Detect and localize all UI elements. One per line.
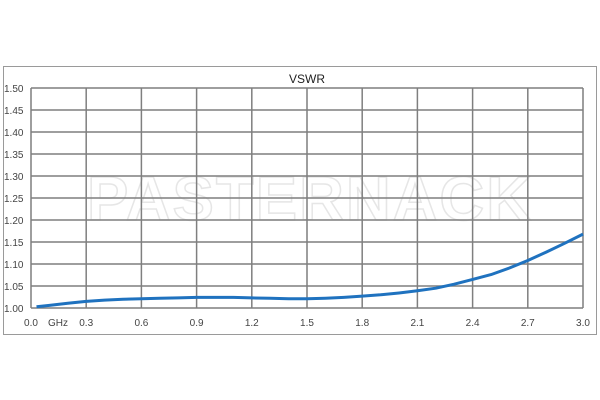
chart-title: VSWR <box>289 72 325 86</box>
x-tick-label: 1.2 <box>245 318 259 329</box>
series <box>36 232 584 309</box>
vswr-line <box>36 232 584 309</box>
y-tick-label: 1.25 <box>4 194 24 205</box>
x-tick-label: 1.5 <box>300 318 314 329</box>
grid <box>30 87 584 309</box>
y-tick-label: 1.20 <box>4 216 24 227</box>
x-tick-label: 1.8 <box>355 318 369 329</box>
x-tick-label: 0.9 <box>190 318 204 329</box>
x-tick-label: 0.3 <box>79 318 93 329</box>
y-tick-label: 1.10 <box>4 260 24 271</box>
y-tick-label: 1.50 <box>4 84 24 95</box>
y-tick-label: 1.40 <box>4 128 24 139</box>
y-tick-label: 1.30 <box>4 172 24 183</box>
x-tick-label: 2.4 <box>466 318 480 329</box>
y-tick-label: 1.05 <box>4 282 24 293</box>
chart-frame <box>3 66 597 335</box>
x-tick-label: 2.7 <box>521 318 535 329</box>
axis-labels: 0.0 0.3 0.6 0.9 1.2 1.5 1.8 2.1 2.4 2.7 3.0 1.00 1.0… <box>4 84 590 329</box>
x-tick-label: 0.6 <box>134 318 148 329</box>
x-tick-label: 0.0 <box>24 318 38 329</box>
y-tick-label: 1.45 <box>4 106 24 117</box>
x-tick-label: 3.0 <box>576 318 590 329</box>
y-tick-label: 1.35 <box>4 150 24 161</box>
y-tick-label: 1.15 <box>4 238 24 249</box>
x-axis-label: GHz <box>48 318 68 329</box>
x-tick-label: 2.1 <box>410 318 424 329</box>
y-tick-label: 1.00 <box>4 304 24 315</box>
